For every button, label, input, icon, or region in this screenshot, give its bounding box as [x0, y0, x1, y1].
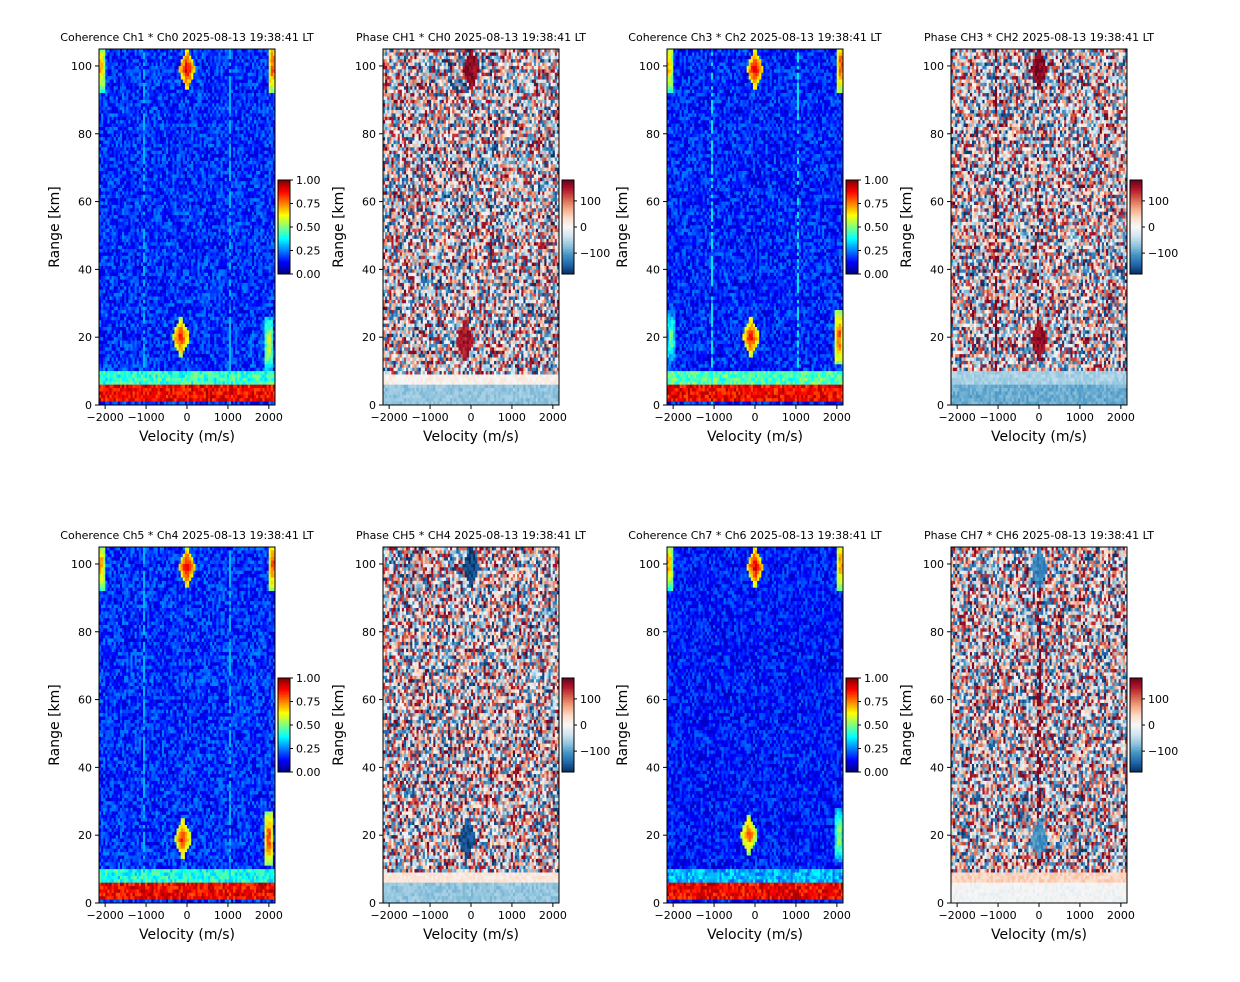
heatmap	[99, 49, 275, 405]
subplot-1: Coherence Ch1 * Ch0 2025-08-13 19:38:41 …	[47, 31, 321, 445]
figure: Coherence Ch1 * Ch0 2025-08-13 19:38:41 …	[0, 0, 1240, 982]
subplot-title: Coherence Ch1 * Ch0 2025-08-13 19:38:41 …	[60, 31, 314, 44]
